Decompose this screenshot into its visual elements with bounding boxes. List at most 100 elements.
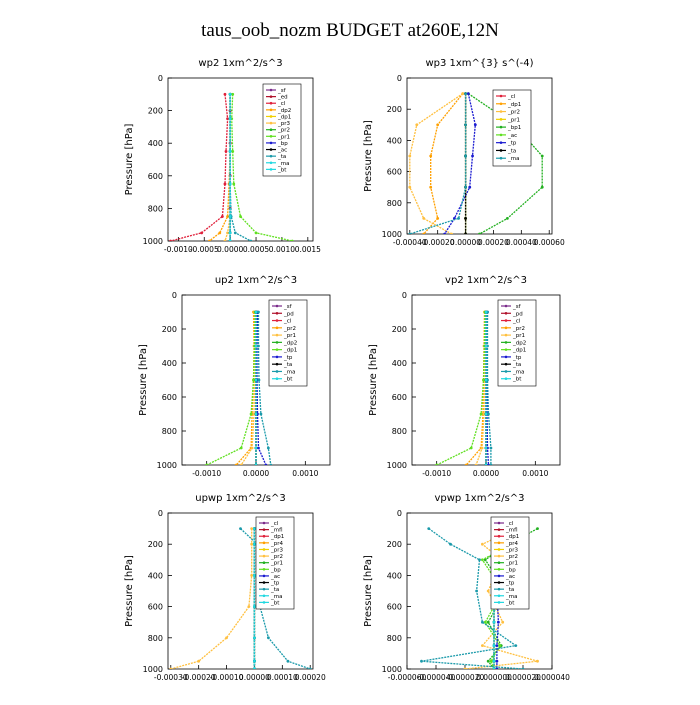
- x-tick-label: 0.0000: [243, 469, 269, 478]
- x-tick-label: 0.00010: [267, 673, 298, 682]
- data-point: [254, 446, 258, 450]
- chart-title: upwp 1xm^2/s^3: [195, 493, 285, 504]
- data-point: [408, 154, 412, 158]
- x-tick-label: 0.00060: [534, 238, 565, 247]
- series-line-tp: [444, 93, 476, 234]
- legend-label: _tp: [283, 355, 293, 361]
- data-point: [481, 620, 484, 624]
- legend-label: _pr3: [270, 547, 284, 553]
- legend-marker: [269, 135, 273, 138]
- y-tick-label: 0: [397, 74, 402, 83]
- data-point: [464, 123, 467, 127]
- legend-label: _ed: [277, 95, 288, 101]
- legend-marker: [497, 594, 501, 598]
- legend-label: _mfl: [505, 528, 518, 534]
- data-point: [484, 310, 488, 314]
- data-point: [521, 667, 525, 669]
- data-point: [254, 231, 258, 235]
- data-point: [540, 154, 544, 158]
- chart-title: wp2 1xm^2/s^3: [198, 58, 282, 69]
- data-point: [259, 412, 263, 416]
- data-point: [429, 154, 433, 158]
- y-tick-label: 200: [387, 540, 402, 549]
- data-point: [464, 154, 467, 158]
- series-group: [205, 310, 273, 465]
- data-point: [254, 344, 258, 348]
- data-point: [224, 149, 228, 153]
- legend-marker: [504, 348, 508, 351]
- chart-panel-1: wp2 1xm^2/s^3 Pressure [hPa] 0 200 400 600 800…: [124, 58, 321, 254]
- legend-label: _bp: [505, 567, 516, 573]
- series-line-ma: [409, 93, 467, 234]
- data-point: [169, 239, 172, 241]
- data-point: [429, 185, 433, 189]
- chart-panel-4: vp2 1xm^2/s^3 Pressure [hPa] 0 200 400 600 800…: [368, 275, 561, 478]
- series-line-pr2: [235, 311, 255, 465]
- y-tick-label: 200: [392, 325, 407, 334]
- y-tick-label: 600: [392, 393, 407, 402]
- data-point: [266, 446, 270, 450]
- y-tick-label: 400: [148, 139, 163, 148]
- legend-label: _dp1: [270, 534, 284, 540]
- x-tick-label: 0.00000: [239, 673, 270, 682]
- x-tick-label: -0.00040: [393, 238, 427, 247]
- legend-label: _pr2: [512, 326, 525, 332]
- data-point: [489, 659, 493, 663]
- legend-marker: [499, 118, 503, 121]
- x-tick-label: 0.00020: [295, 673, 326, 682]
- y-axis-label: Pressure [hPa]: [363, 120, 374, 192]
- legend-marker: [262, 541, 266, 545]
- legend-label: _sf: [512, 304, 522, 310]
- y-tick-label: 200: [148, 107, 163, 116]
- data-point: [514, 644, 518, 647]
- data-point: [254, 463, 258, 465]
- chart-title: wp3 1xm^{3} s^(-4): [425, 58, 533, 69]
- x-tick-label: 0.0015: [295, 245, 321, 254]
- y-tick-label: 800: [148, 634, 163, 643]
- y-tick-label: 800: [148, 204, 163, 213]
- legend-marker: [499, 94, 503, 98]
- plot-area: [167, 512, 314, 670]
- y-tick-label: 800: [387, 199, 402, 208]
- legend-label: _dp2: [277, 108, 291, 114]
- legend-marker: [275, 319, 279, 322]
- legend-label: _pd: [283, 311, 294, 317]
- legend-marker: [497, 521, 501, 525]
- data-point: [486, 620, 490, 624]
- data-point: [464, 463, 468, 465]
- legend-label: _dp1: [512, 348, 526, 354]
- y-tick-label: 800: [387, 634, 402, 643]
- data-point: [435, 463, 439, 465]
- data-point: [253, 605, 256, 608]
- data-point: [466, 92, 470, 95]
- x-tick-label: -0.000060: [388, 673, 427, 682]
- y-axis-label: Pressure [hPa]: [368, 344, 379, 416]
- x-tick-label: -0.00030: [154, 673, 188, 682]
- data-point: [482, 378, 485, 382]
- data-point: [498, 644, 502, 647]
- legend-label: _ac: [507, 133, 517, 139]
- data-point: [484, 463, 488, 465]
- legend-label: _pr2: [505, 554, 518, 560]
- legend-label: _bt: [505, 600, 515, 606]
- legend-label: _mfl: [270, 528, 283, 534]
- data-point: [492, 667, 496, 669]
- x-tick-label: 0.00040: [506, 238, 537, 247]
- data-point: [253, 667, 256, 669]
- legend-marker: [269, 154, 273, 158]
- data-point: [486, 589, 490, 593]
- chart-title: vpwp 1xm^2/s^3: [434, 493, 524, 504]
- data-point: [487, 463, 490, 465]
- data-point: [257, 378, 261, 382]
- data-point: [249, 412, 253, 416]
- data-point: [257, 344, 260, 348]
- legend-label: _tp: [505, 581, 515, 587]
- data-point: [481, 542, 484, 546]
- legend-marker: [504, 333, 508, 337]
- legend: _sf_ed_cl_dp2_dp1_pr3_pr2_pr1_bp_ac_ta_m…: [262, 83, 302, 177]
- data-point: [257, 310, 260, 314]
- legend-label: _pr1: [283, 333, 296, 339]
- legend-marker: [269, 108, 273, 112]
- legend-marker: [275, 355, 279, 359]
- x-tick-label: 0.0010: [269, 245, 295, 254]
